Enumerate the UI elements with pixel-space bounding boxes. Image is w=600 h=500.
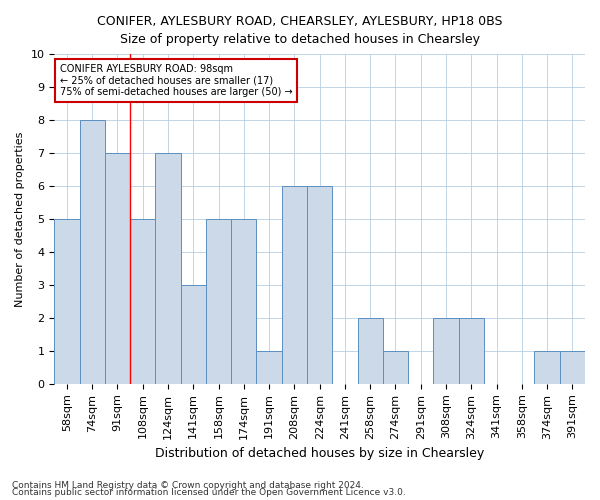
X-axis label: Distribution of detached houses by size in Chearsley: Distribution of detached houses by size …	[155, 447, 484, 460]
Bar	[105, 153, 130, 384]
Bar	[256, 351, 282, 384]
Text: CONIFER, AYLESBURY ROAD, CHEARSLEY, AYLESBURY, HP18 0BS: CONIFER, AYLESBURY ROAD, CHEARSLEY, AYLE…	[97, 15, 503, 28]
Bar	[206, 219, 231, 384]
Bar	[383, 351, 408, 384]
Bar	[458, 318, 484, 384]
Bar	[231, 219, 256, 384]
Text: Contains HM Land Registry data © Crown copyright and database right 2024.: Contains HM Land Registry data © Crown c…	[12, 480, 364, 490]
Y-axis label: Number of detached properties: Number of detached properties	[15, 131, 25, 306]
Bar	[80, 120, 105, 384]
Bar	[54, 219, 80, 384]
Bar	[130, 219, 155, 384]
Bar	[307, 186, 332, 384]
Bar	[358, 318, 383, 384]
Bar	[560, 351, 585, 384]
Bar	[155, 153, 181, 384]
Bar	[282, 186, 307, 384]
Bar	[181, 285, 206, 384]
Text: CONIFER AYLESBURY ROAD: 98sqm
← 25% of detached houses are smaller (17)
75% of s: CONIFER AYLESBURY ROAD: 98sqm ← 25% of d…	[59, 64, 292, 97]
Bar	[535, 351, 560, 384]
Bar	[433, 318, 458, 384]
Text: Contains public sector information licensed under the Open Government Licence v3: Contains public sector information licen…	[12, 488, 406, 497]
Text: Size of property relative to detached houses in Chearsley: Size of property relative to detached ho…	[120, 32, 480, 46]
